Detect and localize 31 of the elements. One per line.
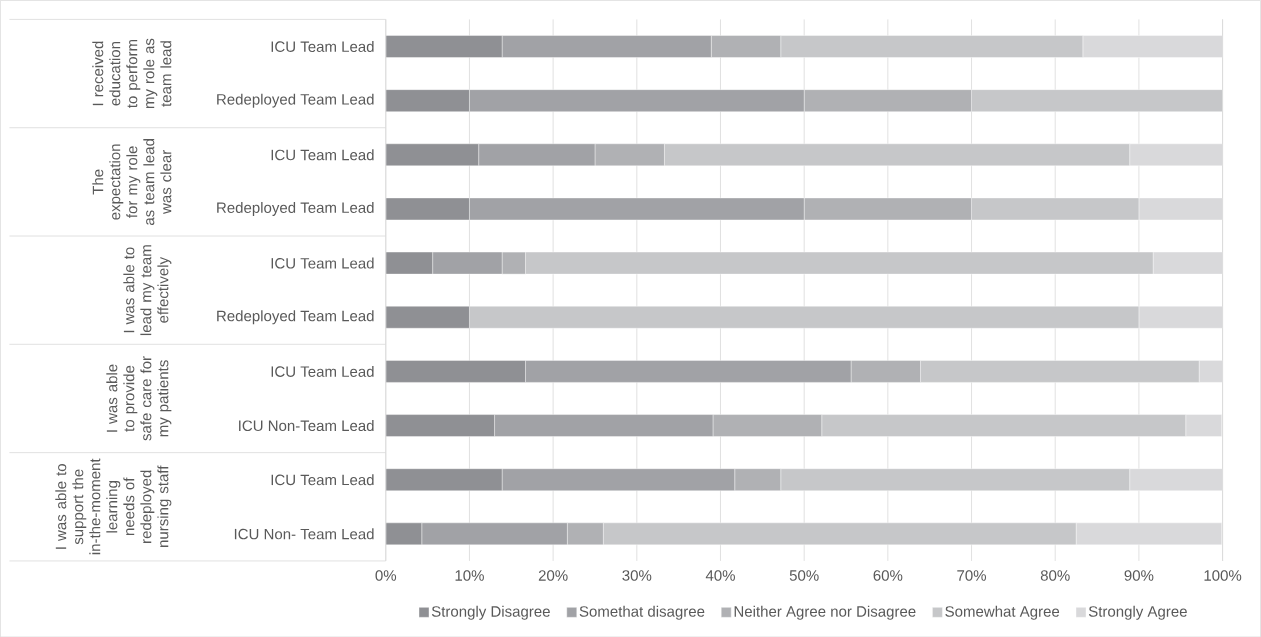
y-tick-label: Redeployed Team Lead — [217, 201, 374, 216]
y-tick-label: ICU Team Lead — [271, 40, 374, 52]
x-tick-label: 60% — [873, 569, 903, 581]
x-tick-label: 0% — [375, 569, 397, 581]
legend-label: Somethat disagree — [579, 605, 705, 620]
text: The expectation for my role as team lead was clear — [92, 138, 172, 225]
x-tick-label: 100% — [1204, 569, 1242, 581]
legend-label: Neither Agree nor Disagree — [734, 605, 916, 620]
text: I was able to lead my team effectively — [123, 245, 172, 335]
x-tick-label: 10% — [455, 569, 484, 581]
x-tick-label: 30% — [622, 569, 652, 581]
x-tick-label: 80% — [1040, 569, 1070, 581]
text: I received education to perform my role as team lead — [92, 38, 172, 108]
y-tick-label: ICU Team Lead — [271, 257, 374, 269]
y-tick-label: ICU Non- Team Lead — [234, 528, 374, 540]
x-tick-label: 50% — [789, 569, 819, 581]
x-tick-label: 40% — [705, 569, 735, 581]
legend-label: Strongly Agree — [1088, 605, 1187, 620]
y-tick-label: ICU Team Lead — [271, 365, 374, 377]
y-tick-label: ICU Team Lead — [271, 474, 374, 486]
y-tick-label: ICU Non-Team Lead — [239, 419, 374, 431]
x-tick-label: 70% — [957, 569, 987, 581]
y-tick-label: Redeployed Team Lead — [217, 93, 374, 108]
text: I was able to provide safe care for my patients — [106, 355, 172, 441]
x-tick-label: 20% — [538, 569, 568, 581]
y-tick-label: Redeployed Team Lead — [217, 310, 374, 325]
y-tick-label: ICU Team Lead — [271, 149, 374, 161]
legend-label: Somewhat Agree — [945, 605, 1060, 620]
text: I was able to support the in-the-moment learning needs of redeployed nursing staff — [55, 458, 172, 554]
legend-label: Strongly Disagree — [431, 605, 550, 620]
x-tick-label: 90% — [1124, 569, 1154, 581]
